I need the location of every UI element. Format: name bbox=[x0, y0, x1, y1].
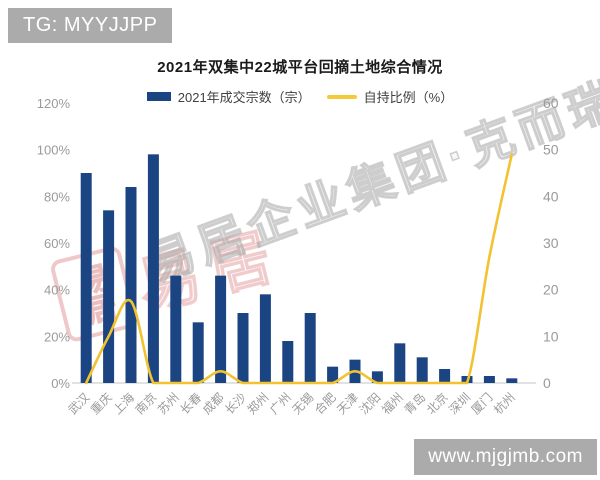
line-series-label: 自持比例（%） bbox=[363, 90, 454, 105]
right-axis-tick-label: 40 bbox=[543, 188, 559, 204]
bar-series-swatch bbox=[146, 92, 171, 101]
bar bbox=[170, 275, 182, 383]
right-axis-tick-label: 0 bbox=[543, 375, 551, 391]
x-tick-label: 杭州 bbox=[490, 390, 518, 418]
right-axis-tick-label: 30 bbox=[543, 235, 559, 251]
bar bbox=[506, 378, 518, 383]
right-axis-tick-label: 50 bbox=[543, 142, 559, 158]
bar bbox=[416, 357, 428, 383]
bar bbox=[147, 154, 159, 383]
left-axis-tick-label: 100% bbox=[37, 143, 71, 158]
left-axis-tick-label: 40% bbox=[44, 283, 70, 298]
bar bbox=[483, 376, 495, 383]
x-tick-label: 沈阳 bbox=[356, 390, 384, 418]
left-axis-tick-label: 0% bbox=[51, 376, 70, 391]
x-tick-label: 长春 bbox=[177, 390, 204, 417]
line-series-swatch bbox=[326, 94, 357, 99]
bar bbox=[327, 366, 339, 383]
x-tick-label: 天津 bbox=[334, 390, 361, 417]
x-tick-label: 重庆 bbox=[88, 390, 115, 417]
x-tick-label: 武汉 bbox=[65, 390, 92, 417]
x-tick-label: 北京 bbox=[424, 390, 451, 417]
bar bbox=[80, 173, 92, 383]
right-axis-tick-label: 60 bbox=[543, 95, 559, 111]
chart-legend: 2021年成交宗数（宗） 自持比例（%） bbox=[0, 87, 600, 106]
bar bbox=[103, 210, 115, 383]
x-tick-label: 苏州 bbox=[155, 390, 182, 417]
x-tick-label: 长沙 bbox=[222, 390, 249, 417]
bar bbox=[371, 371, 383, 383]
x-tick-label: 合肥 bbox=[311, 390, 339, 418]
x-tick-label: 南京 bbox=[132, 390, 160, 418]
combo-chart: 0% 20% 40% 60% 80% 100% 120% 0 10 20 30 40 50 60 武汉重庆上… bbox=[37, 95, 559, 418]
x-tick-label: 广州 bbox=[267, 390, 294, 417]
x-tick-label: 无锡 bbox=[289, 390, 317, 418]
bar bbox=[282, 341, 294, 383]
x-tick-label: 厦门 bbox=[468, 390, 496, 418]
bar bbox=[439, 369, 451, 383]
bar-series-label: 2021年成交宗数（宗） bbox=[177, 90, 311, 105]
chart-title: 2021年双集中22城平台回摘土地综合情况 bbox=[157, 59, 443, 76]
bar bbox=[237, 313, 249, 383]
self-hold-ratio-line bbox=[84, 153, 514, 385]
bar bbox=[125, 187, 137, 383]
bar bbox=[259, 294, 271, 383]
x-tick-label: 郑州 bbox=[244, 390, 272, 418]
website-watermark-badge: www.mjgjmb.com bbox=[414, 439, 597, 475]
x-tick-label: 深圳 bbox=[446, 390, 473, 417]
bar bbox=[192, 322, 204, 383]
x-tick-label: 青岛 bbox=[401, 390, 429, 418]
right-axis-tick-label: 20 bbox=[543, 282, 559, 298]
legend-item-line: 自持比例（%） bbox=[326, 87, 454, 106]
right-axis-tick-label: 10 bbox=[543, 328, 559, 344]
x-tick-label: 成都 bbox=[200, 390, 227, 417]
x-tick-label: 福州 bbox=[378, 390, 406, 418]
left-axis-tick-label: 60% bbox=[44, 236, 70, 251]
bar bbox=[394, 343, 406, 383]
bar bbox=[304, 313, 316, 383]
bar bbox=[215, 275, 227, 383]
left-axis-tick-label: 20% bbox=[44, 329, 70, 344]
x-tick-label: 上海 bbox=[110, 390, 138, 418]
left-axis-tick-label: 120% bbox=[37, 96, 71, 111]
left-axis-tick-label: 80% bbox=[44, 189, 70, 204]
telegram-watermark-badge: TG: MYYJJPP bbox=[8, 8, 173, 43]
legend-item-bars: 2021年成交宗数（宗） bbox=[146, 87, 311, 106]
